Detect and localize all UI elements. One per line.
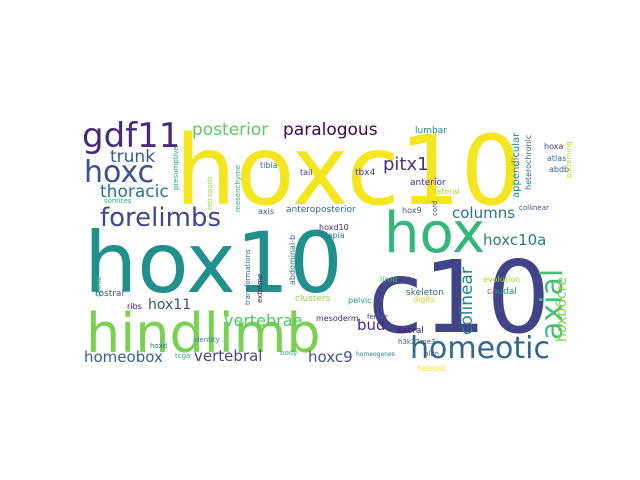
cloud-word: mesenchyme [234,165,242,212]
cloud-word: patterning [565,141,573,178]
cloud-word: identity [193,336,220,344]
cloud-word: paralogous [283,120,378,140]
cloud-word: rostral [95,289,124,299]
cloud-word: homeotic [410,331,550,366]
cloud-word: atlas [547,154,566,163]
cloud-word: colinear [457,267,477,335]
cloud-word: tcga [175,352,190,360]
cloud-word: lateral [434,187,460,196]
cloud-word: heterochronic [524,135,533,190]
cloud-word: collinear [519,204,549,212]
cloud-word: teleost [418,364,445,373]
cloud-word: tilapia [320,231,345,240]
cloud-word: evolution [483,275,520,284]
cloud-word: axis [258,207,274,216]
cloud-word: digits [413,295,435,304]
cloud-word: vertebrae [224,311,302,330]
cloud-word: posterior [192,120,268,140]
cloud-word: mesoderm [316,314,359,323]
cloud-word: hoxb6cre [554,277,570,342]
cloud-word: abdominal-b [288,235,297,285]
cloud-word: tibia [260,161,278,170]
cloud-word: appendicular [511,132,522,198]
cloud-word: sacral [397,326,424,336]
cloud-word: extreme [256,274,264,303]
cloud-word: ribs [127,302,142,311]
cloud-word: hox9 [402,206,422,215]
cloud-word: presumptive [172,146,180,190]
cloud-word: h3k27me3 [398,338,435,346]
cloud-word: body [280,349,297,357]
cloud-word: tetrapods [206,176,214,210]
cloud-word: tbx4 [355,168,376,178]
cloud-word: homeobox [84,348,163,366]
cloud-word: lumbar [415,126,447,136]
cloud-word: transformations [244,249,252,305]
cloud-word: pelvic [348,296,372,305]
cloud-word: somites [104,197,132,205]
cloud-word: anteroposterior [286,205,356,215]
cloud-word: hoxc9 [308,348,353,366]
cloud-word: homeogenes [356,351,395,358]
cloud-word: caudal [487,287,517,297]
cloud-word: hoxc10a [483,231,546,249]
cloud-word: hoxd [150,342,167,350]
cloud-word: vertebral [194,347,262,365]
cloud-word: cord [431,201,439,216]
cloud-word: tail [300,168,312,177]
cloud-word: hox11 [148,297,191,313]
cloud-word: forelimbs [100,203,221,233]
cloud-word: pitx1 [383,154,429,175]
cloud-word: trunk [110,147,155,167]
cloud-word: clusters [295,294,331,304]
cloud-word: hoxa [544,142,563,151]
cloud-word: columns [452,204,515,222]
cloud-word: plan [424,350,439,358]
cloud-word: femur [367,313,388,321]
cloud-word: limb [380,275,397,284]
